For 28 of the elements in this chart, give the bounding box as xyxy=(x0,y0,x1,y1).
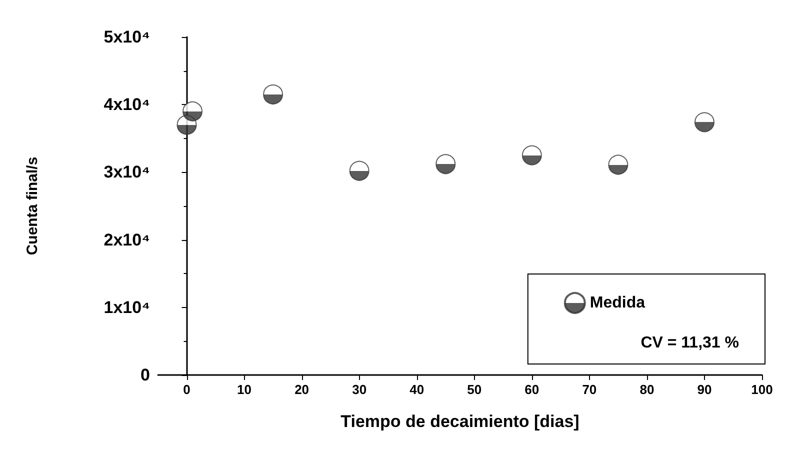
y-tick-label: 1x10⁴ xyxy=(104,298,150,317)
point xyxy=(263,84,284,104)
x-tick-label: 0 xyxy=(183,382,190,397)
point xyxy=(349,160,370,181)
point xyxy=(522,145,542,166)
x-tick-label: 100 xyxy=(751,382,773,397)
x-tick-label: 20 xyxy=(294,382,310,397)
x-axis-title: Tiempo de decaimiento [dias] xyxy=(340,412,580,431)
y-tick-label: 0 xyxy=(140,366,150,384)
legend-label: Medida xyxy=(590,294,646,312)
x-tick-label: 30 xyxy=(352,382,367,397)
x-tick-label: 40 xyxy=(410,382,424,397)
point xyxy=(182,101,203,122)
y-tick-label: 5x10⁴ xyxy=(104,28,150,46)
y-tick-label: 4x10⁴ xyxy=(104,95,150,114)
x-tick-label: 80 xyxy=(640,382,654,397)
point xyxy=(694,112,714,132)
point xyxy=(608,154,628,175)
x-tick-label: 90 xyxy=(697,382,712,397)
y-axis-title: Cuenta final/s xyxy=(24,156,41,256)
y-tick-label: 2x10⁴ xyxy=(104,230,150,250)
point xyxy=(436,154,456,174)
x-tick-label: 10 xyxy=(237,382,252,397)
x-tick-label: 50 xyxy=(467,382,482,397)
y-tick-label: 3x10⁴ xyxy=(104,162,150,182)
annotation: CV = 11,31 % xyxy=(640,334,740,352)
x-tick-label: 70 xyxy=(582,382,597,397)
x-tick-label: 60 xyxy=(524,382,540,397)
